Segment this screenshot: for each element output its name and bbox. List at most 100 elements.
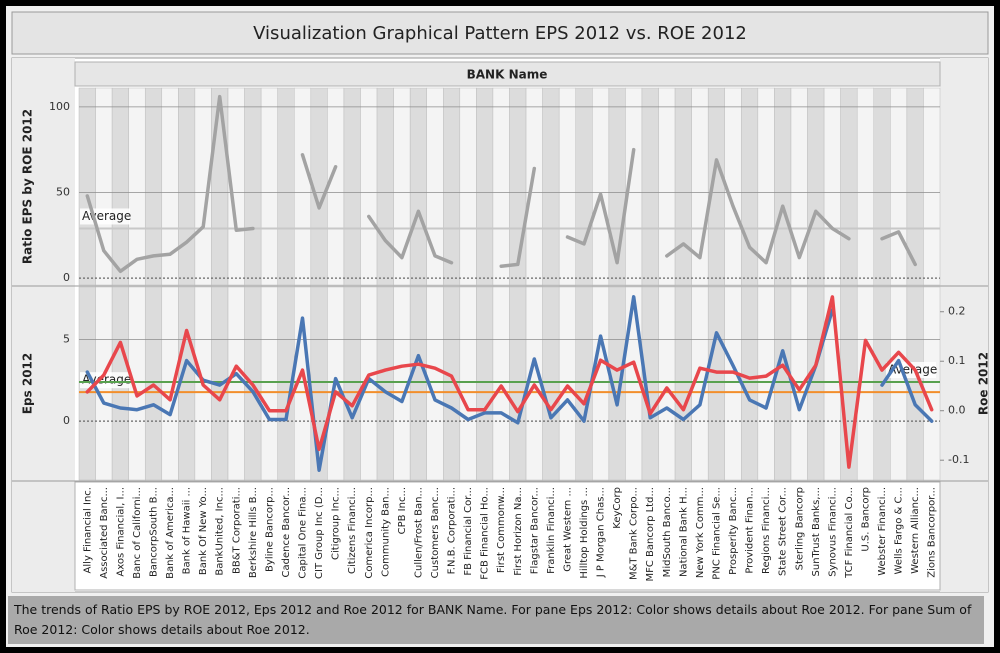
average-label-bg [886,362,936,379]
x-tick-label: State Street Cor... [778,487,789,576]
column-band [443,87,461,286]
column-band [492,286,510,481]
column-band [575,87,593,286]
column-band [376,286,394,481]
column-band [741,87,759,286]
x-tick-label: Bank Of New Yo... [198,487,209,575]
column-band [856,87,875,286]
x-tick-label: FB Financial Cor... [463,487,474,576]
column-band [741,286,759,481]
y-tick-label: 0 [63,414,70,427]
column-band [840,87,858,286]
column-band [327,87,345,286]
column-band [592,87,610,286]
column-band [890,87,908,286]
x-tick-label: Customers Banc... [430,487,441,578]
column-band [509,286,527,481]
x-tick-label: Ally Financial Inc. [82,487,93,573]
x-tick-label: Citizens Financi... [347,487,358,574]
x-tick-label: Flagstar Bancor... [529,487,540,574]
title-bar [11,11,989,55]
series-line [665,158,851,265]
column-band [774,286,792,481]
x-tick-label: CPB Inc... [397,487,408,534]
column-band [707,286,726,481]
x-tick-label: Synovus Financi... [827,487,838,577]
column-band [807,87,825,286]
x-tick-label: MFC Bancorp Ltd... [645,487,656,582]
x-tick-label: PNC Financial Se... [711,487,722,580]
x-tick-label: Regions Financi... [761,487,772,574]
x-tick-label: Cadence Bancor... [281,487,292,577]
x-tick-label: Webster Financi... [877,487,888,576]
right-axis-area [940,58,988,592]
series-line [85,295,934,469]
plot: 0 50 100 Ratio EPS by ROE 2012 Average 0 5 -0.1… [12,87,991,591]
column-header [74,61,941,87]
average-label: Average [82,209,131,223]
y-tick-label: 50 [56,185,70,198]
x-tick-label: BB&T Corporati... [231,487,242,574]
x-tick-label: Zions Bancorpor... [927,487,938,578]
column-band [178,87,196,286]
column-band [227,286,245,481]
column-band [492,87,510,286]
x-tick-label: Hilltop Holdings ... [579,487,590,579]
column-band [923,286,941,481]
x-tick-label: SunTrust Banks,... [811,487,822,576]
y-tick-label: 100 [49,100,70,113]
axis-title: Roe 2012 [977,352,991,415]
column-band [260,286,278,481]
x-tick-label: CIT Group Inc (D... [314,487,325,579]
x-tick-label: J P Morgan Chas... [596,487,607,578]
series-line [880,358,934,423]
column-band [873,87,891,286]
series-line [367,209,454,265]
column-band [443,286,461,481]
x-tick-label: Citigroup Inc... [331,487,342,560]
column-band [592,286,610,481]
column-band [211,87,229,286]
column-band [542,286,560,481]
y2-tick-label: -0.1 [948,453,969,466]
column-band [111,87,129,286]
x-tick-label: Berkshire Hills B... [248,487,259,578]
x-tick-label: Comerica Incorp... [364,487,375,579]
x-tick-label: Axos Financial, I... [115,487,126,577]
x-tick-label: National Bank H... [678,487,689,577]
x-tick-label: M&T Bank Corpo... [629,487,640,580]
title: Visualization Graphical Pattern EPS 2012… [253,23,747,44]
x-tick-label: First Horizon Na... [513,487,524,576]
column-band [310,286,328,481]
column-band [823,87,841,286]
column-band [890,286,908,481]
x-tick-label: Wells Fargo & C... [894,487,905,574]
column-band [459,87,477,286]
x-tick-label: Cullen/Frost Ban... [413,487,424,578]
column-band [128,87,146,286]
column-band [774,87,792,286]
column-band [658,286,676,481]
column-band [161,286,179,481]
left-axis-area [12,58,75,592]
axis-title: Ratio EPS by ROE 2012 [21,109,35,264]
x-tick-label: Franklin Financi... [546,487,557,574]
x-tick-label: Provident Finan... [745,487,756,574]
column-band [923,87,941,286]
label-band [74,481,941,591]
y2-tick-label: 0.0 [948,404,966,417]
x-tick-label: BancorpSouth B... [149,487,160,577]
x-tick-label: MidSouth Banco... [662,487,673,577]
column-band [376,87,394,286]
column-band [674,286,692,481]
column-band [558,286,576,481]
column-band [244,87,262,286]
x-tick-label: Western Allianc... [910,487,921,574]
column-band [674,87,692,286]
x-tick-label: Associated Banc... [99,487,110,579]
column-band [78,87,96,286]
x-tick-label: FCB Financial Ho... [480,487,491,580]
column-band [409,87,427,286]
